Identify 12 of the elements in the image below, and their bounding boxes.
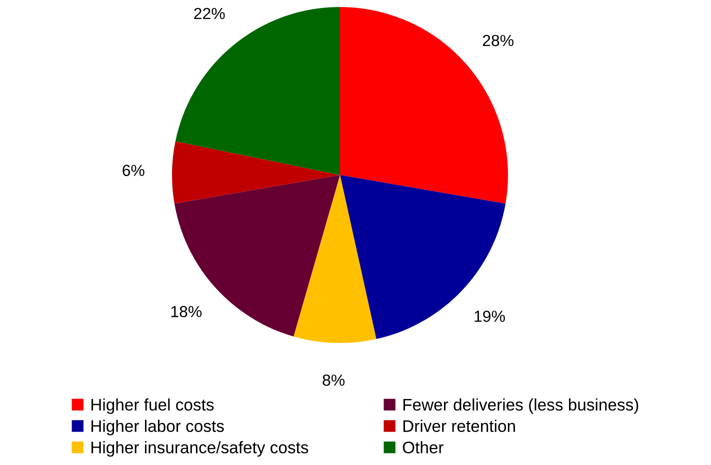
legend-label: Higher labor costs xyxy=(92,420,224,436)
legend-label: Other xyxy=(402,441,444,454)
data-label: 28% xyxy=(482,34,514,46)
data-label: 8% xyxy=(322,374,345,386)
legend-label: Driver retention xyxy=(403,420,515,432)
legend-label: Higher insurance/safety costs xyxy=(92,441,308,457)
data-label: 6% xyxy=(122,164,144,176)
legend-label: Higher fuel costs xyxy=(92,398,214,414)
data-label: 22% xyxy=(194,8,225,20)
data-label: 18% xyxy=(171,306,202,318)
data-label: 19% xyxy=(474,310,505,322)
legend-label: Fewer deliveries (less business) xyxy=(403,398,638,414)
